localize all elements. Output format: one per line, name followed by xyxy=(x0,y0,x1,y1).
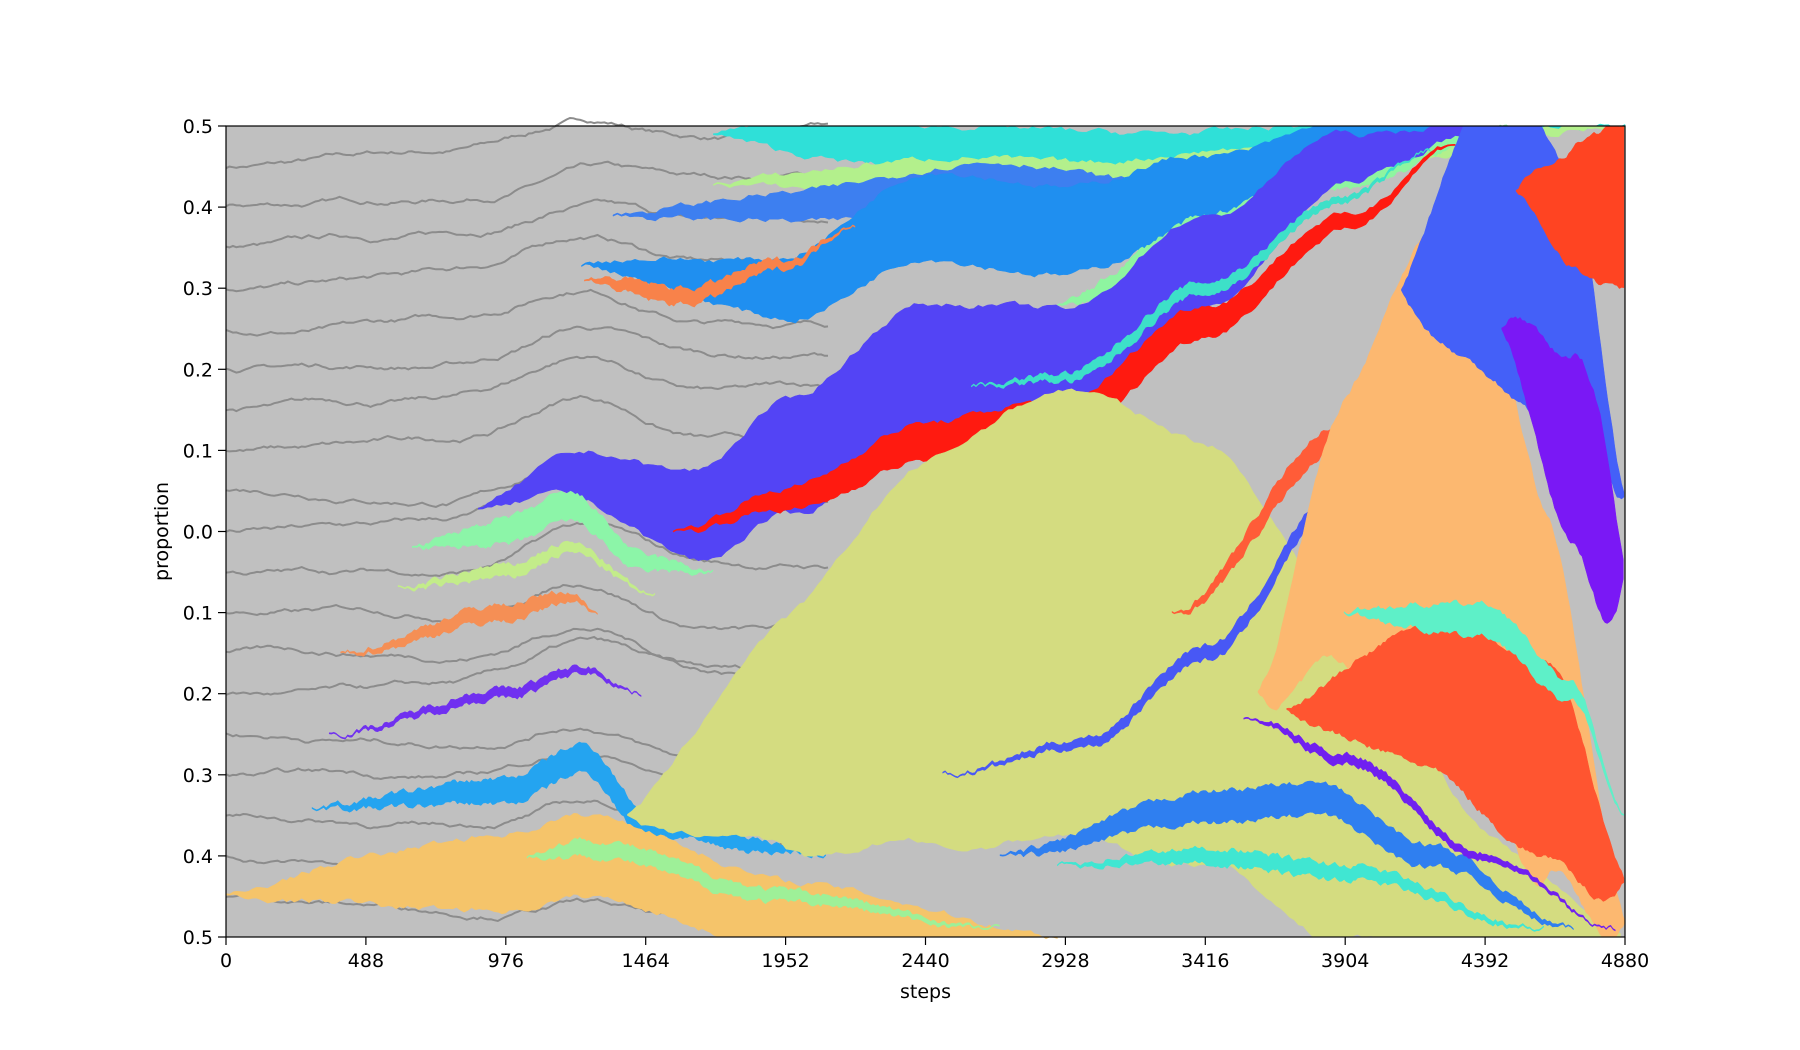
x-axis-label: steps xyxy=(900,981,951,1003)
y-tick-label: 0.4 xyxy=(183,846,213,868)
background-series-line xyxy=(225,160,829,208)
stream-lime-left xyxy=(397,540,656,597)
background-series-line xyxy=(225,325,828,374)
stream-purple-left xyxy=(328,664,642,740)
stream-mint-left xyxy=(412,490,714,576)
y-tick-label: 0.0 xyxy=(183,522,213,544)
background-series-line xyxy=(225,521,829,578)
stream-blue-arc xyxy=(999,780,1574,931)
y-tick-label: 0.5 xyxy=(183,116,213,138)
colored-streams xyxy=(225,123,1626,939)
x-tick-label: 0 xyxy=(220,950,232,972)
stream-orange-left xyxy=(340,590,598,657)
x-tick-label: 4880 xyxy=(1601,950,1649,972)
stream-teal-fan xyxy=(1343,599,1625,816)
y-tick-label: 0.4 xyxy=(183,197,213,219)
y-axis: 0.5 0.4 0.3 0.2 0.1 0.0 0.1 0.2 0.3 0.4 0.5 xyxy=(183,116,226,949)
x-tick-label: 3416 xyxy=(1181,950,1229,972)
x-tick-label: 1952 xyxy=(761,950,809,972)
stream-orange-upper xyxy=(584,224,856,308)
background-series-line xyxy=(225,627,829,681)
x-tick-label: 3904 xyxy=(1321,950,1369,972)
stream-violet-fan xyxy=(1501,316,1624,624)
x-tick-label: 488 xyxy=(348,950,384,972)
y-tick-label: 0.3 xyxy=(183,765,213,787)
x-tick-label: 976 xyxy=(488,950,524,972)
stream-seafoam-bottom xyxy=(526,837,1000,930)
x-tick-label: 4392 xyxy=(1461,950,1509,972)
x-tick-label: 2440 xyxy=(901,950,949,972)
y-tick-label: 0.2 xyxy=(183,684,213,706)
y-tick-label: 0.1 xyxy=(183,440,213,462)
y-tick-label: 0.2 xyxy=(183,359,213,381)
plot-area xyxy=(225,116,1626,939)
background-series-line xyxy=(225,355,829,413)
x-axis: 0 488 976 1464 1952 2440 2928 3416 3904 4392 4880 xyxy=(220,937,1649,972)
background-series-line xyxy=(225,635,829,696)
y-tick-label: 0.3 xyxy=(183,278,213,300)
background-series-line xyxy=(225,394,829,453)
x-tick-label: 2928 xyxy=(1041,950,1089,972)
stream-purple-arc xyxy=(1243,717,1616,932)
y-tick-label: 0.5 xyxy=(183,927,213,949)
background-series-line xyxy=(225,288,829,337)
stream-red-right xyxy=(1515,125,1625,289)
stream-orangered-fan xyxy=(1286,613,1625,902)
x-tick-label: 1464 xyxy=(622,950,670,972)
y-tick-label: 0.1 xyxy=(183,603,213,625)
stream-cyan-mid xyxy=(971,148,1431,389)
stream-aqua-arc xyxy=(1057,845,1544,932)
y-axis-label: proportion xyxy=(151,482,173,581)
